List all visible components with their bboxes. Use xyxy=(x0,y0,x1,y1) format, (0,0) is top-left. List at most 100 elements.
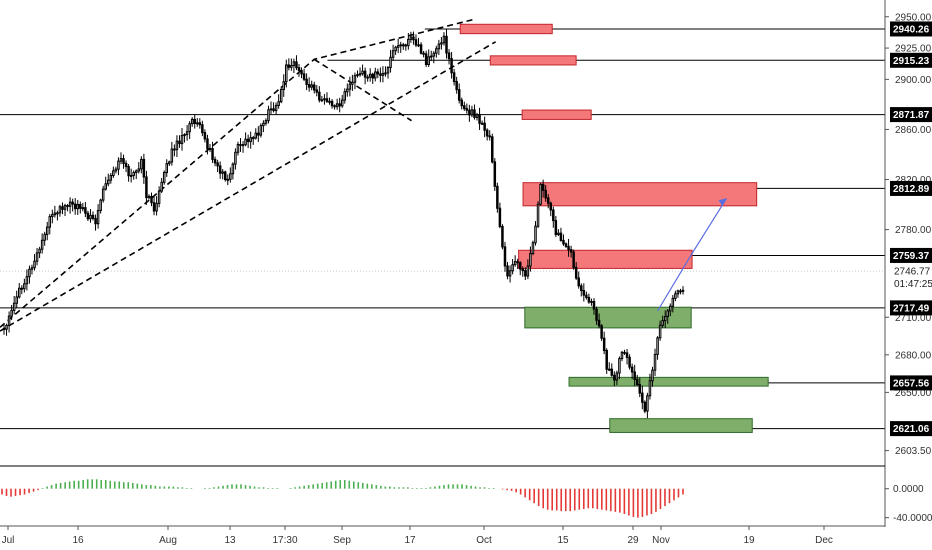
candle[interactable] xyxy=(353,75,357,83)
candle[interactable] xyxy=(508,270,512,277)
candle[interactable] xyxy=(71,201,74,205)
candle[interactable] xyxy=(68,201,72,207)
candle[interactable] xyxy=(455,81,458,91)
candle[interactable] xyxy=(468,109,471,116)
candle[interactable] xyxy=(577,277,580,287)
candle[interactable] xyxy=(147,195,151,199)
candle[interactable] xyxy=(516,261,519,264)
candle[interactable] xyxy=(198,122,202,126)
candle[interactable] xyxy=(221,171,224,174)
candle[interactable] xyxy=(368,73,372,78)
candle[interactable] xyxy=(470,109,474,116)
candle[interactable] xyxy=(343,91,347,101)
candle[interactable] xyxy=(610,368,614,376)
candle[interactable] xyxy=(229,173,232,180)
candle[interactable] xyxy=(496,185,499,209)
time-axis[interactable]: Jul 16 Aug 13 17:30 Sep 17 Oct 15 29 Nov 19 Dec xyxy=(0,525,885,546)
candle[interactable] xyxy=(524,270,527,277)
trendline[interactable] xyxy=(0,18,475,328)
candle[interactable] xyxy=(277,101,280,106)
candle[interactable] xyxy=(674,293,677,299)
candle[interactable] xyxy=(608,368,611,371)
price-badge[interactable] xyxy=(890,247,932,263)
candle[interactable] xyxy=(218,165,222,174)
candle[interactable] xyxy=(244,138,247,146)
candle[interactable] xyxy=(66,205,69,208)
candle[interactable] xyxy=(557,232,560,235)
candle[interactable] xyxy=(585,294,588,298)
candle[interactable] xyxy=(676,290,680,295)
candle[interactable] xyxy=(625,352,629,358)
candle[interactable] xyxy=(257,132,260,136)
candle[interactable] xyxy=(602,337,606,351)
candle[interactable] xyxy=(203,132,207,140)
candle[interactable] xyxy=(249,137,252,143)
candle[interactable] xyxy=(374,71,377,79)
candle[interactable] xyxy=(35,252,39,262)
candle[interactable] xyxy=(620,351,624,360)
candle[interactable] xyxy=(94,217,97,225)
candle[interactable] xyxy=(600,325,603,339)
candle[interactable] xyxy=(175,140,179,151)
candle[interactable] xyxy=(491,136,494,163)
candle[interactable] xyxy=(127,166,130,177)
candle[interactable] xyxy=(307,83,311,88)
candle[interactable] xyxy=(140,158,143,170)
supply-zone[interactable] xyxy=(522,182,758,207)
candle[interactable] xyxy=(73,203,77,210)
candle[interactable] xyxy=(129,174,133,177)
candle[interactable] xyxy=(646,395,649,412)
candle[interactable] xyxy=(142,158,146,178)
candle[interactable] xyxy=(618,358,621,374)
candle[interactable] xyxy=(460,99,464,107)
candle[interactable] xyxy=(274,104,278,112)
candle[interactable] xyxy=(43,233,46,241)
candle[interactable] xyxy=(254,132,258,139)
oscillator-panel[interactable]: 0.0000 -40.0000 xyxy=(0,465,932,524)
candle[interactable] xyxy=(340,99,344,107)
candle[interactable] xyxy=(45,226,49,235)
candle[interactable] xyxy=(351,81,354,85)
plot-area[interactable] xyxy=(0,18,885,433)
candle[interactable] xyxy=(549,202,553,211)
candle[interactable] xyxy=(279,88,283,103)
candle[interactable] xyxy=(363,70,367,78)
supply-zone[interactable] xyxy=(521,109,592,120)
candle[interactable] xyxy=(521,268,525,272)
candle[interactable] xyxy=(559,232,563,241)
candle[interactable] xyxy=(168,161,171,165)
candle[interactable] xyxy=(335,103,339,108)
candle[interactable] xyxy=(534,225,537,244)
candle[interactable] xyxy=(658,324,662,339)
candle[interactable] xyxy=(211,148,214,160)
candle[interactable] xyxy=(407,38,410,47)
candle[interactable] xyxy=(104,183,107,190)
candle[interactable] xyxy=(272,108,275,112)
candle[interactable] xyxy=(295,61,298,69)
candle[interactable] xyxy=(122,158,125,164)
candle[interactable] xyxy=(58,206,62,214)
candle[interactable] xyxy=(569,249,573,253)
candle[interactable] xyxy=(328,100,331,103)
candle[interactable] xyxy=(422,52,425,55)
candle[interactable] xyxy=(381,72,385,76)
candle[interactable] xyxy=(170,148,174,163)
candle[interactable] xyxy=(315,89,319,93)
candle[interactable] xyxy=(262,122,265,127)
candle[interactable] xyxy=(424,53,428,66)
candle[interactable] xyxy=(112,170,115,177)
candle[interactable] xyxy=(399,44,402,47)
candle[interactable] xyxy=(394,46,397,52)
candle[interactable] xyxy=(574,266,578,279)
candle[interactable] xyxy=(536,203,540,227)
candle[interactable] xyxy=(185,131,189,136)
candle[interactable] xyxy=(114,168,118,172)
candle[interactable] xyxy=(323,98,326,101)
candle[interactable] xyxy=(529,253,532,267)
candle[interactable] xyxy=(56,212,59,215)
candle[interactable] xyxy=(404,44,408,47)
candle[interactable] xyxy=(539,183,542,205)
candle[interactable] xyxy=(501,225,504,248)
candle[interactable] xyxy=(38,248,41,254)
candle[interactable] xyxy=(157,190,161,204)
